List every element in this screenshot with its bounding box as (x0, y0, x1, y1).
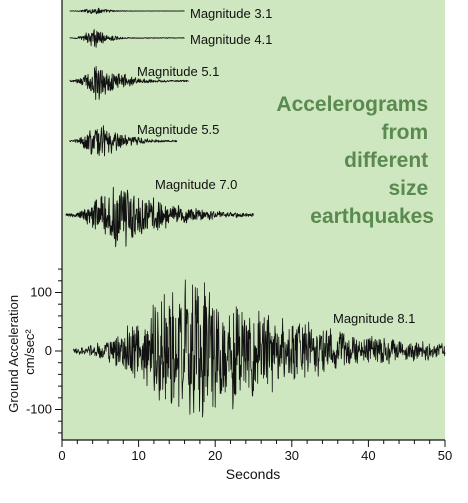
x-tick-label: 10 (131, 448, 145, 463)
trace-label-magnitude-5-1: Magnitude 5.1 (137, 64, 219, 79)
trace-magnitude-5-5 (69, 125, 178, 157)
y-tick-labels: -100 0 100 (26, 285, 52, 417)
title-line-5: earthquakes (310, 205, 434, 228)
y-axis-label: Ground Acceleration cm/sec² (6, 291, 37, 412)
y-axis-label-line-2: cm/sec² (22, 329, 37, 375)
y-ticks (55, 268, 62, 434)
trace-label-magnitude-7-0: Magnitude 7.0 (155, 177, 237, 192)
title-line-2: from (381, 121, 428, 144)
x-axis-label: Seconds (226, 466, 280, 482)
trace-magnitude-8-1 (73, 279, 446, 418)
trace-label-magnitude-4-1: Magnitude 4.1 (190, 32, 272, 47)
trace-magnitude-5-1 (69, 66, 189, 100)
y-tick-label: 0 (45, 343, 52, 358)
trace-label-magnitude-8-1: Magnitude 8.1 (333, 311, 415, 326)
title-line-3: different (344, 149, 428, 172)
trace-labels: Magnitude 3.1 Magnitude 4.1 Magnitude 5.1 M… (137, 6, 415, 326)
title-line-4: size (388, 177, 428, 200)
trace-magnitude-3-1 (69, 7, 185, 15)
x-tick-labels: 0 10 20 30 40 50 (58, 448, 452, 463)
x-tick-label: 0 (58, 448, 65, 463)
trace-magnitude-4-1 (69, 29, 185, 48)
x-ticks (61, 440, 446, 447)
chart-title: Accelerograms from different size earthq… (276, 93, 434, 228)
y-axis-label-line-1: Ground Acceleration (6, 295, 21, 413)
x-tick-label: 40 (361, 448, 375, 463)
x-tick-label: 20 (208, 448, 222, 463)
y-tick-label: 100 (30, 285, 52, 300)
trace-label-magnitude-5-5: Magnitude 5.5 (137, 122, 219, 137)
title-line-1: Accelerograms (276, 93, 428, 116)
x-tick-label: 30 (285, 448, 299, 463)
trace-label-magnitude-3-1: Magnitude 3.1 (190, 6, 272, 21)
trace-magnitude-7-0 (65, 186, 254, 248)
seismogram-traces (65, 7, 446, 418)
x-tick-label: 50 (438, 448, 452, 463)
y-tick-label: -100 (26, 402, 52, 417)
axes: 0 10 20 30 40 50 -100 0 100 (26, 0, 452, 463)
